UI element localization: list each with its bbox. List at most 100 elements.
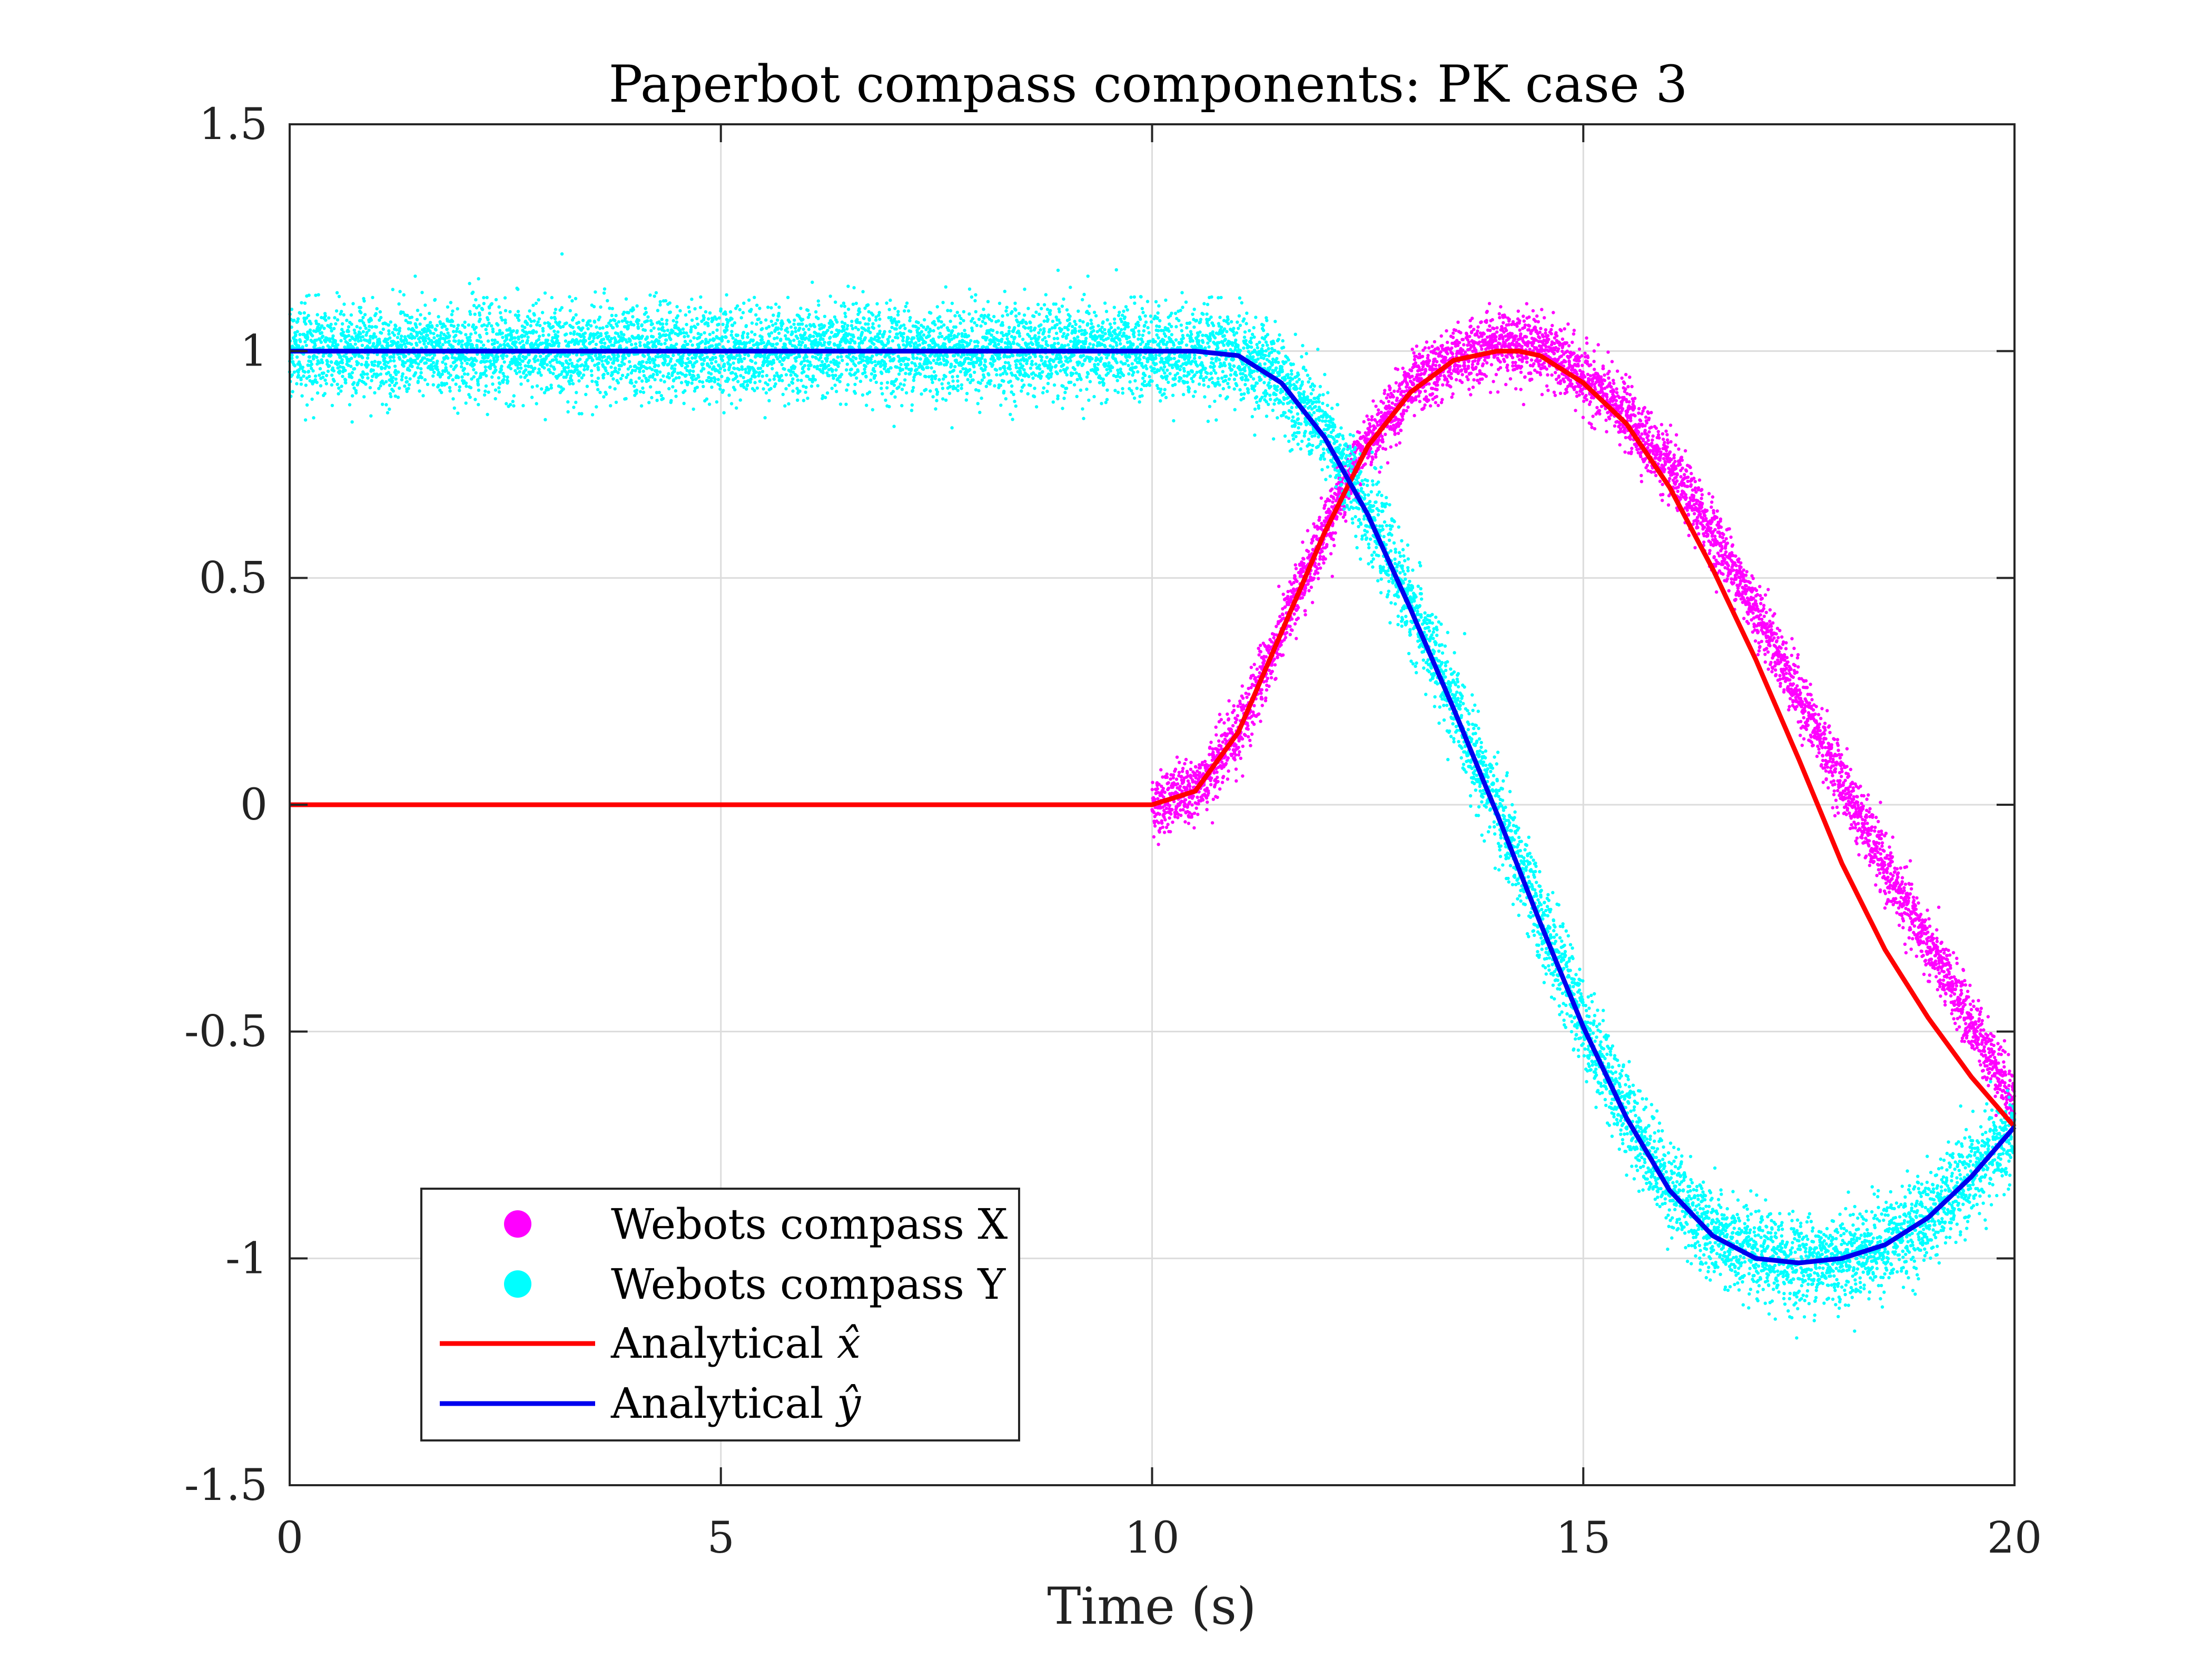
scatter-point xyxy=(1418,390,1422,393)
scatter-point xyxy=(1760,639,1764,644)
scatter-point xyxy=(1615,369,1619,373)
scatter-point xyxy=(1769,660,1773,665)
scatter-point xyxy=(1938,971,1941,975)
scatter-point xyxy=(1302,561,1306,566)
scatter-point xyxy=(1833,783,1836,786)
scatter-point xyxy=(1276,656,1279,659)
scatter-point xyxy=(1449,385,1453,389)
scatter-point xyxy=(1549,343,1554,347)
scatter-point xyxy=(1522,319,1526,323)
scatter-point xyxy=(1293,622,1297,626)
scatter-point xyxy=(1499,305,1503,309)
scatter-point xyxy=(1904,951,1908,955)
scatter-point xyxy=(1417,394,1420,398)
scatter-point xyxy=(1209,740,1213,744)
scatter-point xyxy=(1976,1008,1980,1011)
scatter-point xyxy=(1394,381,1398,385)
scatter-point xyxy=(1939,994,1942,998)
scatter-point xyxy=(1831,774,1834,777)
scatter-point xyxy=(1486,335,1489,339)
scatter-point xyxy=(1999,1045,2002,1049)
scatter-point xyxy=(1353,441,1357,446)
scatter-point xyxy=(1859,784,1862,788)
scatter-point xyxy=(1693,480,1697,483)
scatter-point xyxy=(1977,999,1980,1003)
scatter-point xyxy=(1331,500,1335,504)
scatter-point xyxy=(1800,744,1804,747)
scatter-point xyxy=(1904,865,1909,869)
scatter-point xyxy=(1882,849,1886,853)
scatter-point xyxy=(1208,745,1212,749)
scatter-point xyxy=(1525,356,1529,360)
scatter-point xyxy=(1232,708,1236,713)
scatter-point xyxy=(1909,916,1912,920)
scatter-point xyxy=(1246,724,1250,728)
scatter-point xyxy=(1687,534,1691,537)
scatter-point xyxy=(1545,384,1549,388)
scatter-point xyxy=(1668,477,1672,480)
scatter-point xyxy=(1776,636,1780,639)
scatter-point xyxy=(1990,1038,1993,1042)
scatter-point xyxy=(1473,359,1477,363)
scatter-point xyxy=(1190,803,1194,807)
scatter-point xyxy=(1762,604,1766,607)
scatter-point xyxy=(1643,406,1646,410)
scatter-point xyxy=(1487,347,1491,350)
scatter-point xyxy=(1275,625,1278,628)
scatter-point xyxy=(1925,908,1929,912)
scatter-point xyxy=(1890,877,1894,881)
scatter-point xyxy=(1186,774,1190,778)
scatter-point xyxy=(1474,366,1478,369)
scatter-point xyxy=(1522,314,1525,318)
scatter-point xyxy=(1808,701,1812,705)
scatter-point xyxy=(1377,438,1381,442)
scatter-point xyxy=(1550,340,1554,344)
scatter-point xyxy=(1347,496,1351,500)
scatter-point xyxy=(1677,447,1681,451)
scatter-point xyxy=(1436,383,1439,387)
scatter-point xyxy=(1681,466,1684,470)
scatter-point xyxy=(1513,337,1517,341)
scatter-point xyxy=(1198,771,1202,775)
scatter-point xyxy=(1885,866,1889,871)
scatter-point xyxy=(1530,329,1534,332)
scatter-point xyxy=(1751,611,1755,615)
scatter-point xyxy=(1795,670,1799,674)
scatter-point xyxy=(1156,797,1160,801)
scatter-point xyxy=(1527,328,1531,332)
scatter-point xyxy=(1281,653,1285,657)
scatter-point xyxy=(1949,994,1953,998)
scatter-point xyxy=(1868,839,1871,843)
scatter-point xyxy=(1577,393,1581,397)
scatter-point xyxy=(1979,1010,1982,1014)
scatter-point xyxy=(1318,516,1321,519)
scatter-point xyxy=(1248,738,1252,743)
scatter-point xyxy=(1698,512,1702,516)
scatter-point xyxy=(1848,811,1851,815)
scatter-point xyxy=(1439,334,1443,338)
scatter-point xyxy=(1177,771,1181,774)
scatter-point xyxy=(1577,359,1581,363)
scatter-point xyxy=(1883,906,1887,910)
scatter-point xyxy=(1679,475,1683,479)
scatter-point xyxy=(1701,501,1704,506)
scatter-point xyxy=(1239,756,1242,761)
scatter-point xyxy=(1461,348,1465,352)
scatter-point xyxy=(1378,445,1382,448)
scatter-point xyxy=(1765,647,1769,650)
scatter-point xyxy=(1553,357,1557,361)
scatter-point xyxy=(1711,495,1715,499)
scatter-point xyxy=(1467,340,1471,344)
scatter-point xyxy=(1706,532,1710,536)
scatter-point xyxy=(1197,802,1200,806)
scatter-point xyxy=(1588,400,1592,404)
scatter-point xyxy=(1705,509,1709,512)
scatter-point xyxy=(1770,624,1773,628)
scatter-point xyxy=(1766,667,1770,671)
scatter-point xyxy=(1507,323,1510,327)
scatter-point xyxy=(1233,758,1237,762)
scatter-point xyxy=(1931,932,1934,936)
scatter-point xyxy=(1428,404,1433,408)
scatter-point xyxy=(1401,418,1405,421)
scatter-point xyxy=(1632,400,1635,403)
